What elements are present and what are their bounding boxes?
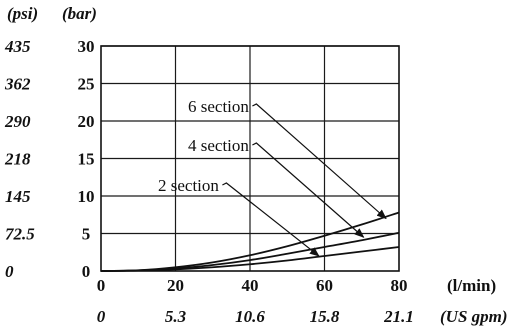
x-tick-label-lpm: 40 [242,276,259,295]
annotation-leader-2-section [222,182,320,257]
x-tick-label-gpm: 21.1 [383,307,414,326]
y-tick-label-psi: 435 [4,37,31,56]
plot-frame [100,45,400,272]
y-axis-label-psi: (psi) [7,4,38,23]
y-tick-label-bar: 10 [78,187,95,206]
x-tick-label-gpm: 0 [97,307,106,326]
x-tick-label-lpm: 80 [391,276,408,295]
y-tick-label-bar: 25 [78,75,95,94]
annotation-label-2-section: 2 section [158,176,219,195]
x-axis-label-lpm: (l/min) [447,276,496,295]
y-tick-label-psi: 362 [4,75,31,94]
annotation-leader-6-section [252,103,387,220]
x-tick-label-lpm: 0 [97,276,106,295]
y-tick-label-bar: 0 [82,262,91,281]
x-axis-label-gpm: (US gpm) [440,307,508,326]
grid [100,45,400,272]
y-tick-label-psi: 290 [4,112,31,131]
series-line-6-section [100,211,400,272]
tick-labels: 00572.5101451521820290253623043500205.34… [4,37,414,326]
y-tick-label-psi: 0 [5,262,14,281]
y-tick-label-psi: 72.5 [5,225,35,244]
x-tick-label-lpm: 20 [167,276,184,295]
x-tick-label-gpm: 10.6 [235,307,265,326]
annotation-label-4-section: 4 section [188,136,249,155]
y-tick-label-bar: 20 [78,112,95,131]
x-tick-label-gpm: 15.8 [310,307,340,326]
y-tick-label-bar: 30 [78,37,95,56]
y-tick-label-psi: 218 [4,150,31,169]
y-axis-label-bar: (bar) [62,4,97,23]
y-tick-label-bar: 5 [82,225,91,244]
y-tick-label-bar: 15 [78,150,95,169]
annotation-leader-4-section [252,142,365,238]
series-annotations: 6 section 4 section 2 section [158,97,387,257]
x-tick-label-lpm: 60 [316,276,333,295]
annotation-label-6-section: 6 section [188,97,249,116]
y-tick-label-psi: 145 [5,187,31,206]
x-tick-label-gpm: 5.3 [165,307,187,326]
series-lines [100,211,400,272]
